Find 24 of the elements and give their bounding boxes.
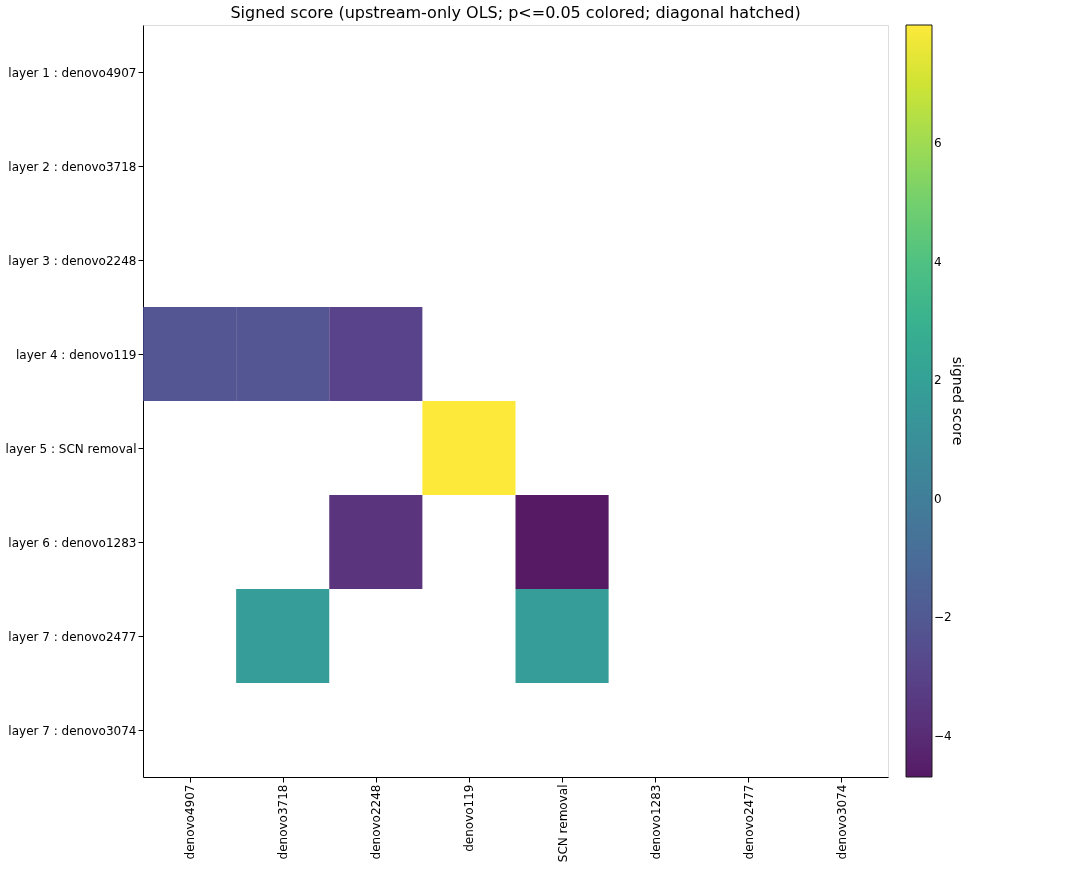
x-tick-label: denovo3718 xyxy=(276,784,291,860)
x-tick-label: denovo2248 xyxy=(369,784,384,860)
y-tick-label: layer 5 : SCN removal xyxy=(5,441,137,456)
y-tick-label: layer 2 : denovo3718 xyxy=(8,159,137,174)
x-tick-label: denovo4907 xyxy=(183,784,198,860)
y-tick-label: layer 1 : denovo4907 xyxy=(8,65,137,80)
color-bar-label: −4 xyxy=(934,728,952,743)
x-tick-label: SCN removal xyxy=(555,784,570,863)
color-bar-label: −2 xyxy=(934,610,952,625)
x-tick-label: denovo119 xyxy=(462,784,477,852)
y-tick-label: layer 3 : denovo2248 xyxy=(8,253,137,268)
x-tick-label: denovo2477 xyxy=(741,784,756,860)
chart-title: Signed score (upstream-only OLS; p<=0.05 colored; diagonal hatched) xyxy=(230,3,801,22)
x-tick-label: denovo3074 xyxy=(834,784,849,860)
color-bar-title: signed score xyxy=(950,356,966,446)
x-tick-label: denovo1283 xyxy=(648,784,663,860)
color-bar-label: 2 xyxy=(934,373,942,388)
color-bar-label: 4 xyxy=(934,254,942,269)
color-bar-label: 0 xyxy=(934,491,942,506)
color-bar-label: 6 xyxy=(934,136,942,151)
y-tick-label: layer 6 : denovo1283 xyxy=(8,535,137,550)
y-tick-label: layer 4 : denovo119 xyxy=(15,347,137,362)
y-tick-label: layer 7 : denovo3074 xyxy=(8,723,137,738)
y-tick-label: layer 7 : denovo2477 xyxy=(8,629,137,644)
